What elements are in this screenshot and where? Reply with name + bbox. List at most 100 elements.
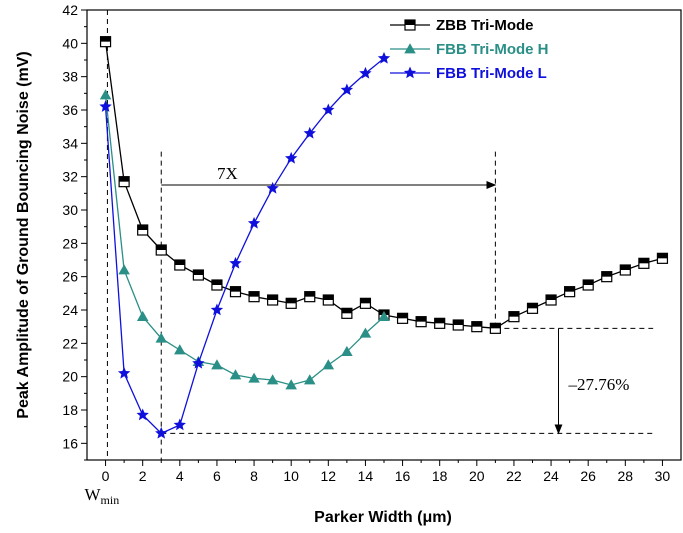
data-point-fbb-l bbox=[247, 216, 261, 229]
data-point-zbb-fill bbox=[193, 270, 204, 275]
y-tick-label: 28 bbox=[62, 235, 78, 251]
series-line-fbb-h bbox=[104, 94, 385, 386]
data-point-zbb bbox=[137, 224, 149, 236]
x-tick-label: 20 bbox=[469, 468, 485, 484]
data-point-fbb-h bbox=[304, 374, 316, 385]
data-point-zbb bbox=[489, 322, 501, 334]
data-point-zbb-fill bbox=[620, 265, 631, 270]
data-point-zbb-fill bbox=[564, 286, 575, 292]
wmin-subscript: min bbox=[101, 493, 120, 507]
data-point-zbb bbox=[582, 279, 594, 291]
data-point-fbb-l bbox=[340, 83, 354, 96]
data-point-fbb-h bbox=[341, 345, 353, 356]
x-tick-label: 0 bbox=[102, 468, 110, 484]
data-point-fbb-h bbox=[211, 359, 223, 370]
data-point-zbb-fill bbox=[249, 291, 260, 297]
annotation-layer: 7X –27.76% Wmin bbox=[84, 10, 654, 507]
y-tick-label: 38 bbox=[62, 69, 78, 85]
x-tick-label: 6 bbox=[213, 468, 221, 484]
arrow-percent-label: –27.76% bbox=[567, 375, 629, 394]
data-point-zbb bbox=[396, 312, 409, 324]
data-point-zbb-fill bbox=[416, 316, 427, 322]
y-tick-label: 24 bbox=[62, 302, 78, 318]
legend-marker bbox=[404, 43, 416, 54]
data-point-fbb-h bbox=[359, 327, 372, 338]
y-tick-label: 30 bbox=[62, 202, 78, 218]
data-point-zbb bbox=[619, 264, 631, 276]
data-point-zbb bbox=[192, 269, 204, 281]
x-tick-label: 14 bbox=[358, 468, 374, 484]
data-point-zbb-fill bbox=[137, 225, 148, 230]
data-point-zbb bbox=[341, 307, 353, 319]
y-axis-label: Peak Amplitude of Ground Bouncing Noise … bbox=[15, 51, 32, 418]
y-tick-label: 36 bbox=[62, 102, 78, 118]
data-point-zbb bbox=[99, 36, 112, 48]
data-point-fbb-h bbox=[266, 374, 279, 385]
data-point-zbb bbox=[601, 271, 613, 283]
data-point-zbb-fill bbox=[119, 176, 130, 182]
data-point-zbb-fill bbox=[490, 323, 501, 329]
data-point-zbb bbox=[434, 317, 446, 329]
data-point-fbb-l bbox=[117, 366, 131, 379]
data-point-zbb bbox=[322, 294, 334, 306]
legend-marker-fill bbox=[405, 20, 415, 25]
data-point-zbb bbox=[248, 291, 260, 303]
data-point-zbb-fill bbox=[304, 291, 315, 297]
data-point-fbb-h bbox=[229, 369, 242, 380]
data-point-zbb-fill bbox=[546, 295, 557, 300]
data-point-fbb-h bbox=[322, 359, 335, 370]
data-point-zbb-fill bbox=[434, 318, 445, 324]
data-point-zbb-fill bbox=[471, 321, 482, 327]
data-point-fbb-l bbox=[229, 256, 242, 269]
data-point-zbb bbox=[656, 252, 669, 264]
data-point-fbb-h bbox=[99, 89, 112, 100]
ticks-layer: 0 2 4 6 8 10 12 14 16 18 20 22 24 26 28 301618202224262… bbox=[62, 2, 670, 484]
data-point-fbb-l bbox=[173, 418, 186, 431]
data-point-zbb-fill bbox=[583, 280, 594, 285]
legend-marker bbox=[404, 19, 416, 31]
data-point-fbb-h bbox=[155, 332, 167, 343]
data-point-zbb bbox=[545, 294, 557, 306]
data-point-zbb-fill bbox=[211, 280, 222, 285]
legend-label: ZBB Tri-Mode bbox=[436, 17, 534, 34]
data-point-zbb-fill bbox=[360, 298, 371, 304]
y-tick-label: 26 bbox=[62, 269, 78, 285]
data-point-zbb bbox=[267, 294, 279, 306]
x-tick-label: 22 bbox=[506, 468, 522, 484]
x-tick-label: 30 bbox=[655, 468, 671, 484]
data-point-zbb bbox=[118, 176, 130, 188]
x-tick-label: 4 bbox=[176, 468, 184, 484]
data-point-fbb-l bbox=[192, 356, 205, 369]
data-point-fbb-h bbox=[118, 264, 130, 275]
x-tick-label: 10 bbox=[283, 468, 299, 484]
series-line-fbb-l bbox=[104, 57, 385, 435]
data-point-zbb bbox=[415, 316, 427, 328]
data-point-fbb-h bbox=[136, 310, 149, 321]
data-point-zbb bbox=[359, 297, 372, 309]
data-point-fbb-l bbox=[210, 303, 224, 316]
data-point-fbb-l bbox=[136, 408, 149, 421]
x-tick-label: 26 bbox=[580, 468, 596, 484]
data-point-zbb-fill bbox=[638, 258, 649, 264]
data-point-fbb-l bbox=[322, 103, 335, 116]
wmin-label: Wmin bbox=[84, 485, 119, 507]
legend-label: FBB Tri-Mode H bbox=[436, 41, 549, 58]
data-point-fbb-l bbox=[285, 151, 298, 164]
data-point-fbb-h bbox=[174, 344, 186, 355]
data-point-zbb bbox=[211, 279, 223, 291]
data-point-zbb bbox=[285, 297, 297, 309]
x-tick-label: 16 bbox=[395, 468, 411, 484]
data-point-zbb-fill bbox=[397, 313, 408, 319]
data-point-fbb-l bbox=[99, 100, 112, 112]
data-point-zbb bbox=[471, 321, 483, 333]
x-tick-label: 28 bbox=[618, 468, 634, 484]
legend: ZBB Tri-Mode FBB Tri-Mode H FBB Tri-Mode L bbox=[390, 17, 549, 82]
data-point-fbb-h bbox=[378, 310, 390, 321]
data-point-fbb-l bbox=[155, 426, 168, 439]
data-point-zbb-fill bbox=[341, 308, 352, 314]
y-tick-label: 40 bbox=[62, 35, 78, 51]
x-tick-label: 24 bbox=[543, 468, 559, 484]
y-tick-label: 20 bbox=[62, 369, 78, 385]
x-tick-label: 2 bbox=[139, 468, 147, 484]
